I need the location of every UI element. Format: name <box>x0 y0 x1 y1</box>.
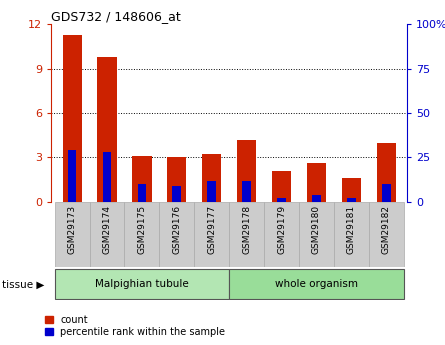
Text: GDS732 / 148606_at: GDS732 / 148606_at <box>51 10 181 23</box>
Bar <box>103 152 111 202</box>
Bar <box>242 180 251 202</box>
Bar <box>369 202 404 267</box>
Bar <box>55 202 89 267</box>
Bar <box>97 57 117 202</box>
Bar <box>229 269 404 298</box>
Bar <box>167 157 186 202</box>
Bar <box>202 155 221 202</box>
Text: GSM29174: GSM29174 <box>102 205 112 254</box>
Text: GSM29180: GSM29180 <box>312 205 321 254</box>
Bar <box>342 178 361 202</box>
Text: GSM29178: GSM29178 <box>242 205 251 254</box>
Bar <box>55 269 229 298</box>
Bar <box>62 34 82 202</box>
Bar <box>125 202 159 267</box>
Bar <box>68 150 77 202</box>
Text: GSM29177: GSM29177 <box>207 205 216 254</box>
Bar <box>138 184 146 202</box>
Bar <box>272 171 291 202</box>
Bar <box>132 156 151 202</box>
Legend: count, percentile rank within the sample: count, percentile rank within the sample <box>45 315 226 337</box>
Text: Malpighian tubule: Malpighian tubule <box>95 279 189 289</box>
Text: GSM29175: GSM29175 <box>138 205 146 254</box>
Bar <box>264 202 299 267</box>
Bar <box>312 195 321 202</box>
Text: whole organism: whole organism <box>275 279 358 289</box>
Bar <box>299 202 334 267</box>
Bar <box>207 180 216 202</box>
Bar <box>334 202 369 267</box>
Bar <box>376 142 396 202</box>
Bar <box>277 198 286 202</box>
Bar <box>307 163 326 202</box>
Text: GSM29173: GSM29173 <box>68 205 77 254</box>
Text: GSM29179: GSM29179 <box>277 205 286 254</box>
Bar <box>229 202 264 267</box>
Bar <box>382 184 391 202</box>
Text: GSM29176: GSM29176 <box>172 205 181 254</box>
Text: tissue ▶: tissue ▶ <box>2 280 44 289</box>
Bar <box>159 202 194 267</box>
Bar <box>237 140 256 202</box>
Bar <box>194 202 229 267</box>
Text: GSM29181: GSM29181 <box>347 205 356 254</box>
Bar <box>89 202 125 267</box>
Bar <box>173 186 181 202</box>
Bar <box>347 198 356 202</box>
Text: GSM29182: GSM29182 <box>382 205 391 254</box>
